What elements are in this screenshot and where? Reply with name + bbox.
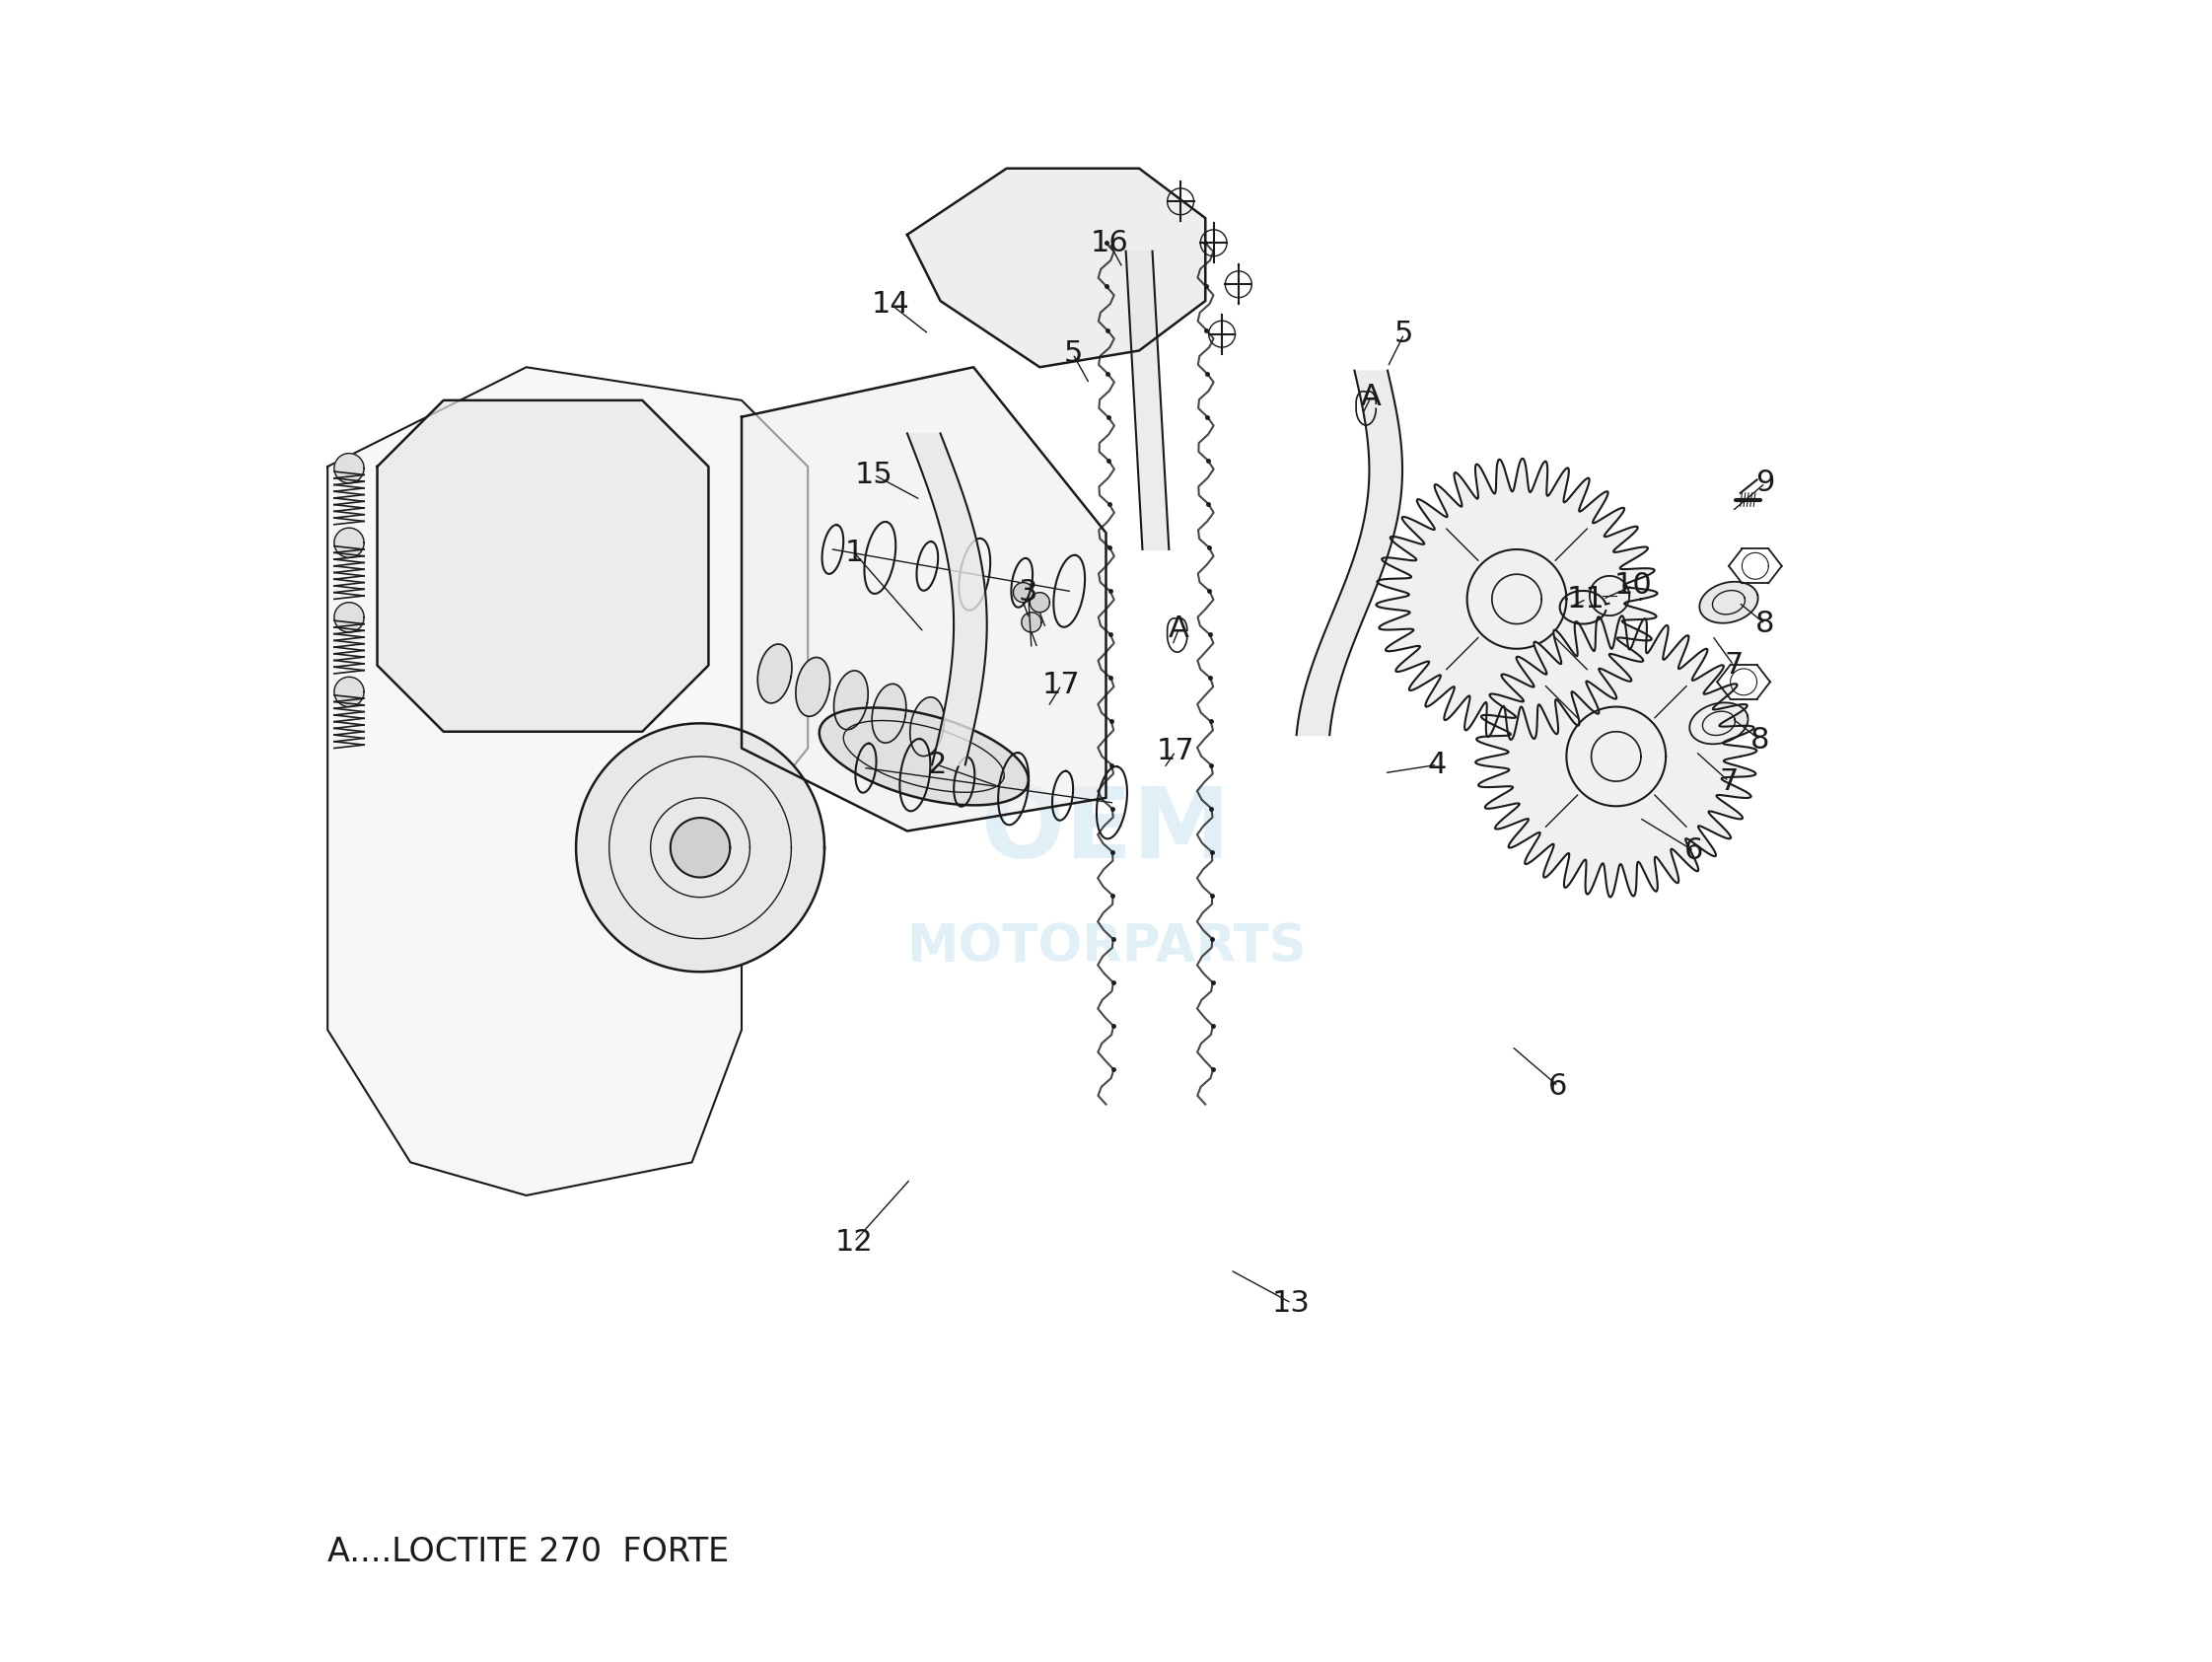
Text: 6: 6 xyxy=(1683,836,1703,866)
Polygon shape xyxy=(670,818,730,878)
Text: 11: 11 xyxy=(1566,585,1606,613)
Text: 7: 7 xyxy=(1719,766,1739,796)
Text: 2: 2 xyxy=(927,751,947,779)
Text: 14: 14 xyxy=(872,289,909,319)
Text: 5: 5 xyxy=(1064,339,1082,369)
Text: A....LOCTITE 270  FORTE: A....LOCTITE 270 FORTE xyxy=(327,1536,730,1567)
Polygon shape xyxy=(741,367,1106,831)
Text: 16: 16 xyxy=(1091,229,1128,258)
Polygon shape xyxy=(334,454,365,484)
Polygon shape xyxy=(1467,550,1566,648)
Polygon shape xyxy=(1013,582,1033,602)
Polygon shape xyxy=(334,676,365,706)
Text: A: A xyxy=(1360,382,1380,411)
Polygon shape xyxy=(1022,612,1042,632)
Polygon shape xyxy=(834,671,867,730)
Text: 17: 17 xyxy=(1157,738,1194,766)
Text: 3: 3 xyxy=(1018,578,1037,607)
Text: 12: 12 xyxy=(836,1228,874,1256)
Text: OEM: OEM xyxy=(982,783,1230,879)
Polygon shape xyxy=(872,683,907,743)
Text: 9: 9 xyxy=(1756,469,1774,497)
Polygon shape xyxy=(1031,592,1051,612)
Polygon shape xyxy=(1699,582,1759,623)
Polygon shape xyxy=(796,658,830,716)
Polygon shape xyxy=(818,708,1029,804)
Text: 8: 8 xyxy=(1756,610,1774,638)
Polygon shape xyxy=(327,367,807,1195)
Text: 17: 17 xyxy=(1042,671,1079,700)
Polygon shape xyxy=(334,602,365,632)
Polygon shape xyxy=(1475,617,1756,897)
Polygon shape xyxy=(1590,577,1630,615)
Polygon shape xyxy=(909,696,945,756)
Text: 5: 5 xyxy=(1394,319,1413,349)
Polygon shape xyxy=(1690,703,1747,745)
Polygon shape xyxy=(378,401,708,731)
Polygon shape xyxy=(1376,459,1657,740)
Text: 8: 8 xyxy=(1750,726,1770,755)
Text: MOTORPARTS: MOTORPARTS xyxy=(907,921,1305,972)
Polygon shape xyxy=(907,168,1206,367)
Text: A: A xyxy=(1168,615,1190,643)
Text: 15: 15 xyxy=(856,460,894,489)
Polygon shape xyxy=(575,723,825,972)
Polygon shape xyxy=(334,529,365,558)
Text: 7: 7 xyxy=(1723,652,1743,680)
Text: 6: 6 xyxy=(1548,1072,1568,1100)
Polygon shape xyxy=(759,645,792,703)
Text: 13: 13 xyxy=(1272,1288,1312,1318)
Text: 1: 1 xyxy=(845,538,865,567)
Text: 4: 4 xyxy=(1427,751,1447,779)
Text: 10: 10 xyxy=(1613,572,1652,600)
Polygon shape xyxy=(1566,706,1666,806)
